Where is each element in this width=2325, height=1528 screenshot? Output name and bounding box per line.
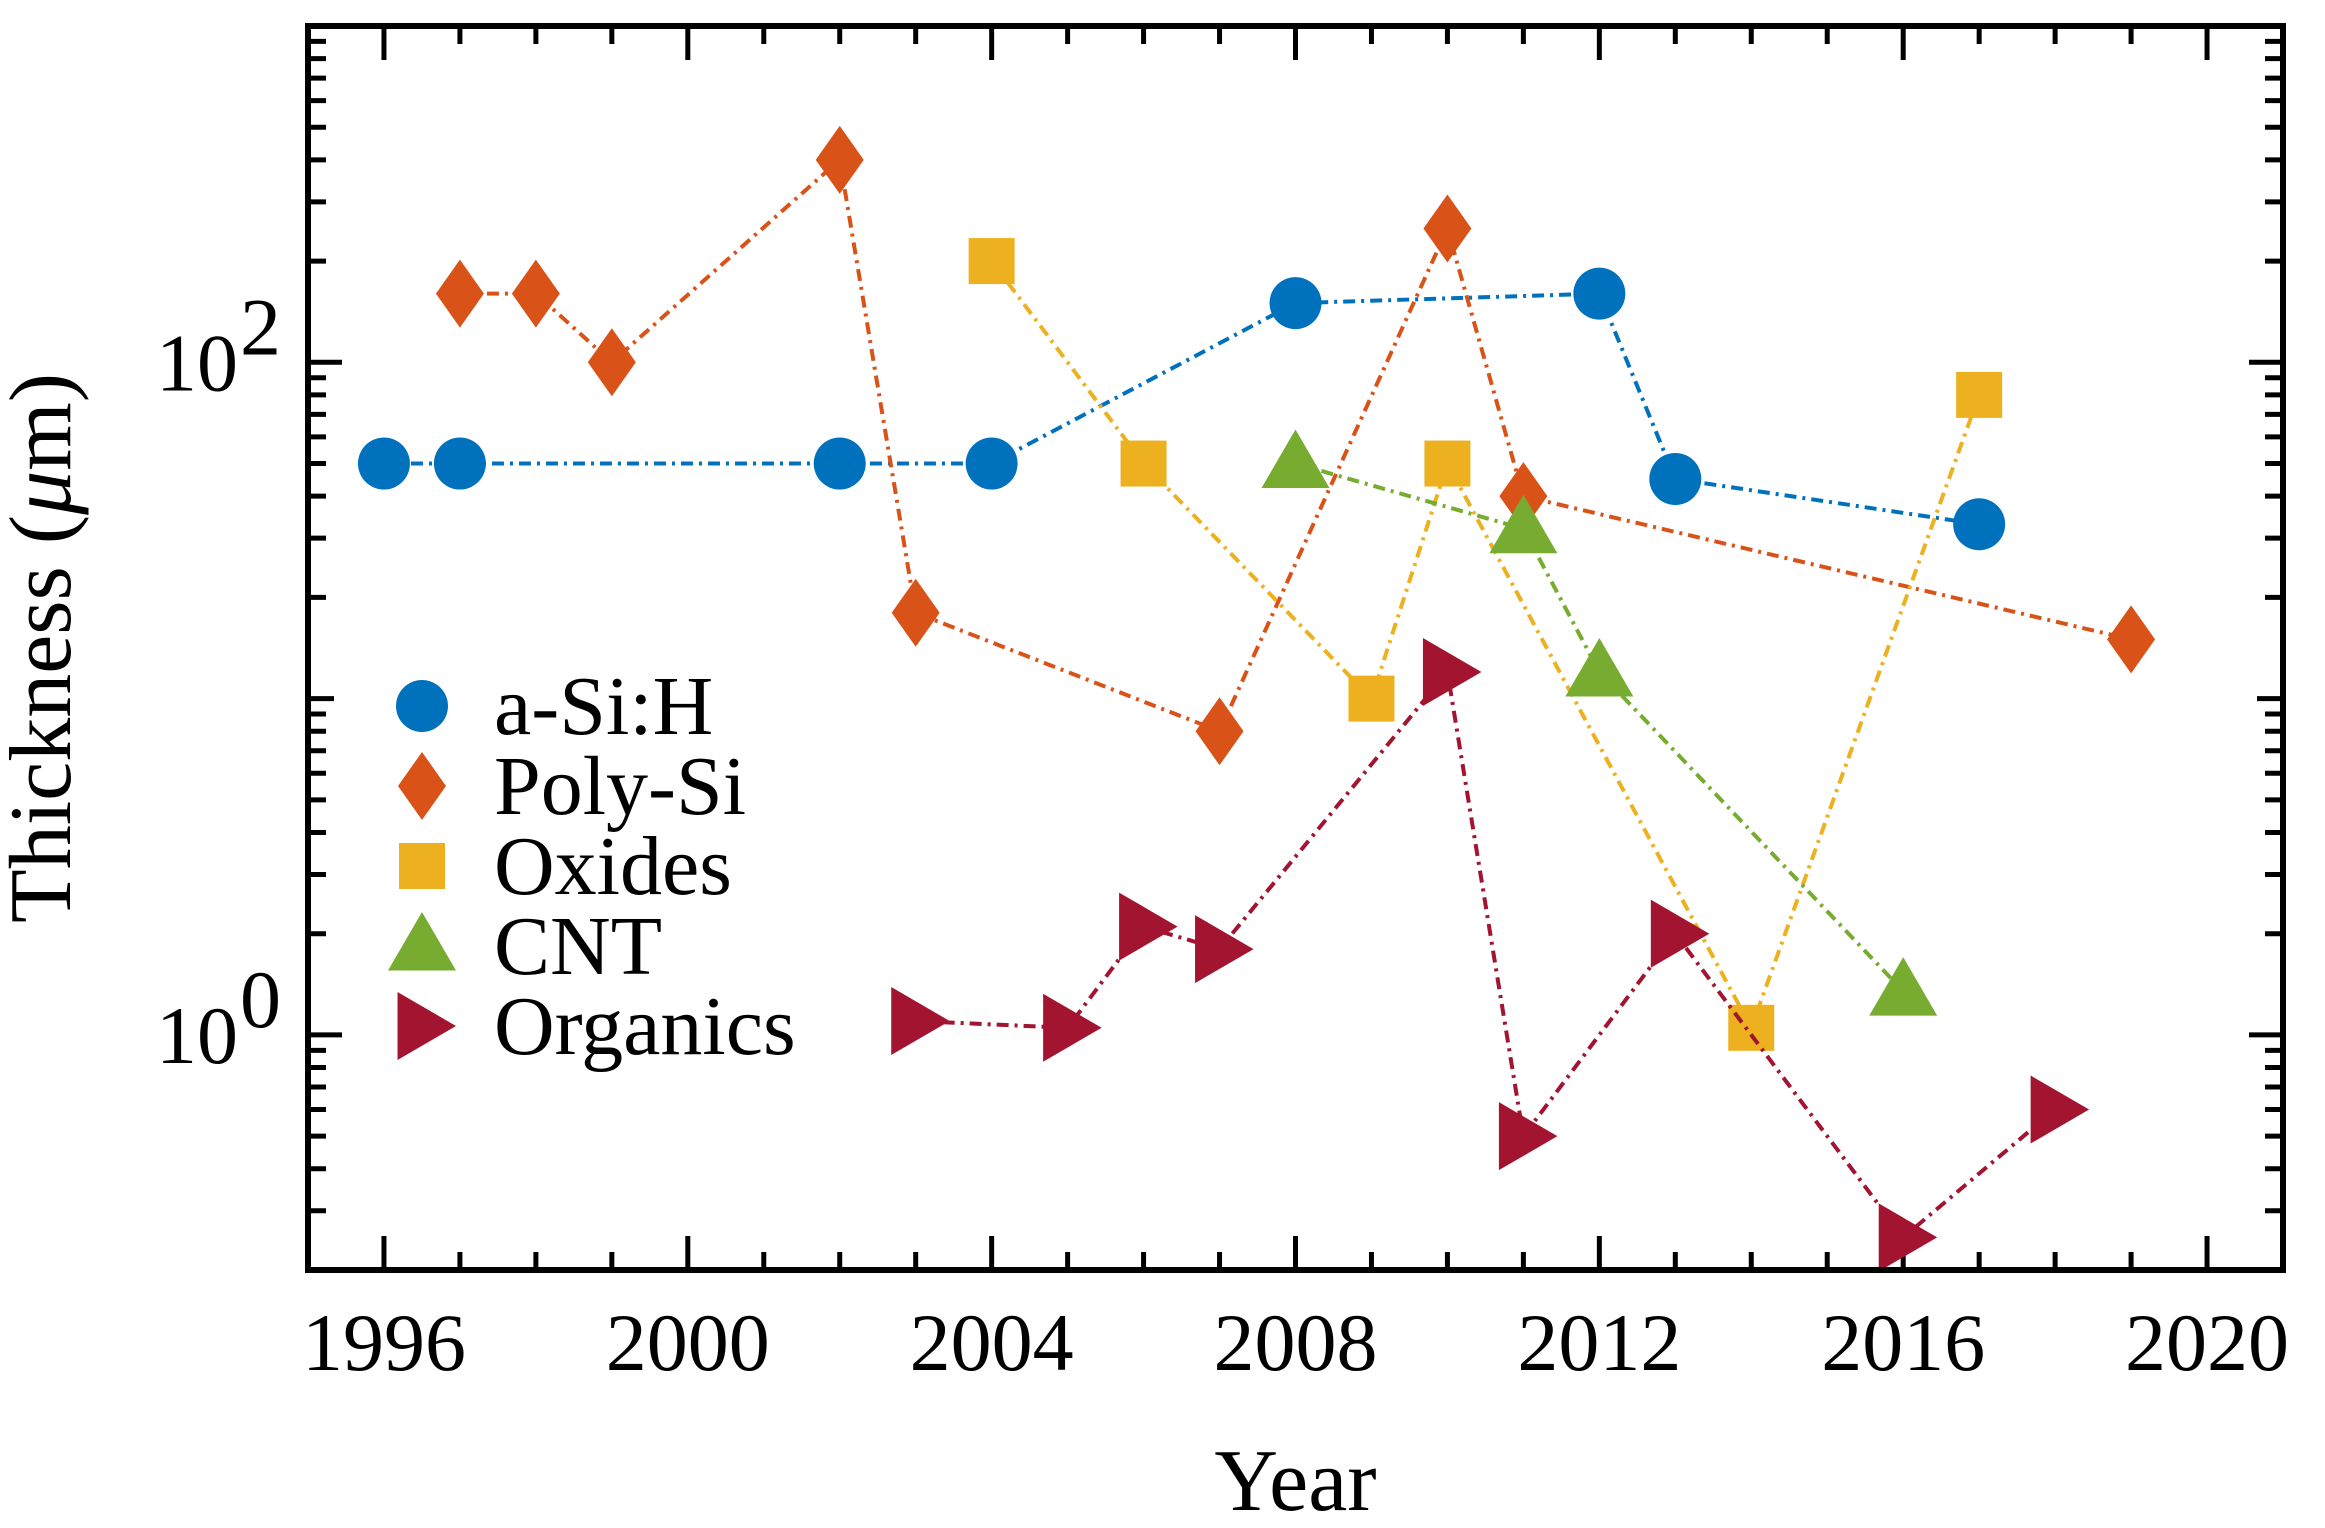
data-point-oxides <box>1728 1004 1775 1051</box>
x-tick-label: 2016 <box>1821 1297 1985 1388</box>
data-point-poly-si <box>1423 194 1472 263</box>
legend-marker-oxides <box>399 843 445 889</box>
series-layer <box>357 125 2156 1272</box>
legend-marker-cnt <box>388 912 456 971</box>
data-point-organics <box>1650 899 1710 968</box>
legend-item-poly-si: Poly-Si <box>398 740 746 833</box>
data-point-organics <box>1119 892 1178 961</box>
x-tick-label: 2004 <box>910 1297 1074 1388</box>
series-cnt <box>1261 429 1938 1016</box>
y-axis-title-prefix: Thickness ( <box>0 515 90 923</box>
data-point-cnt <box>1565 637 1634 697</box>
legend-item-oxides: Oxides <box>399 820 732 913</box>
data-point-poly-si <box>1195 697 1244 766</box>
x-tick-label: 2000 <box>606 1297 770 1388</box>
data-point-a-si-h <box>1953 498 2006 551</box>
y-axis-title-suffix: m) <box>0 373 90 471</box>
data-point-oxides <box>968 238 1015 285</box>
data-point-organics <box>1878 1203 1938 1272</box>
y-tick-label-base: 10 <box>156 990 238 1081</box>
data-point-poly-si <box>2107 605 2156 674</box>
y-tick-label-exponent: 0 <box>240 954 281 1045</box>
y-tick-label: 10 <box>156 317 238 408</box>
x-tick-label: 1996 <box>302 1297 466 1388</box>
data-point-organics <box>1422 637 1482 706</box>
series-line-oxides <box>990 259 1982 1033</box>
data-point-a-si-h <box>357 437 410 490</box>
data-point-oxides <box>1120 440 1167 487</box>
y-tick-label: 10 <box>156 990 238 1081</box>
legend-item-cnt: CNT <box>388 900 662 993</box>
x-tick-labels: 1996 2000 2004 2008 2012 2016 2020 <box>302 1297 2289 1388</box>
data-point-a-si-h <box>813 437 866 490</box>
series-line-organics <box>915 667 2057 1241</box>
data-point-oxides <box>1348 675 1395 722</box>
legend-item-organics: Organics <box>397 980 796 1073</box>
data-point-organics <box>1043 993 1102 1062</box>
data-point-poly-si <box>815 125 864 194</box>
legend-item-a-si-h: a-Si:H <box>396 660 713 753</box>
legend-label-a-si-h: a-Si:H <box>494 660 713 753</box>
series-line-a-si-h <box>383 291 1980 527</box>
data-point-a-si-h <box>1573 267 1626 320</box>
data-point-a-si-h <box>965 437 1018 490</box>
data-point-poly-si <box>435 259 484 328</box>
data-point-organics <box>1498 1102 1558 1171</box>
x-tick-label: 2008 <box>1214 1297 1378 1388</box>
legend-label-organics: Organics <box>494 980 796 1073</box>
legend-label-poly-si: Poly-Si <box>494 740 746 833</box>
data-point-poly-si <box>511 259 560 328</box>
data-point-organics <box>2030 1075 2090 1144</box>
x-tick-label: 2020 <box>2125 1297 2289 1388</box>
data-point-poly-si <box>891 578 940 647</box>
y-axis-title: Thickness (μm) <box>0 373 90 923</box>
data-point-organics <box>891 987 950 1056</box>
major-ticks <box>308 26 2283 1270</box>
minor-ticks <box>305 23 2286 1273</box>
legend-marker-organics <box>397 992 456 1060</box>
series-a-si-h <box>357 267 2006 551</box>
series-line-cnt <box>1294 461 1905 993</box>
series-organics <box>891 637 2090 1272</box>
series-line-poly-si <box>459 155 2132 734</box>
data-point-poly-si <box>587 328 636 397</box>
data-point-cnt <box>1869 957 1938 1016</box>
x-axis-title: Year <box>1214 1433 1376 1528</box>
legend-marker-a-si-h <box>396 680 448 732</box>
data-point-a-si-h <box>433 437 486 490</box>
data-point-organics <box>1195 915 1254 984</box>
legend-label-cnt: CNT <box>494 900 662 993</box>
legend-marker-poly-si <box>398 752 446 820</box>
data-point-oxides <box>1956 371 2003 418</box>
y-tick-label-base: 10 <box>156 317 238 408</box>
legend-label-oxides: Oxides <box>494 820 732 913</box>
data-point-a-si-h <box>1649 452 1702 505</box>
data-point-oxides <box>1424 440 1471 487</box>
x-tick-label: 2012 <box>1517 1297 1681 1388</box>
y-axis-title-mu: μ <box>0 471 90 516</box>
plot-frame <box>305 23 2286 1273</box>
data-point-a-si-h <box>1269 277 1322 330</box>
data-point-cnt <box>1489 494 1558 554</box>
data-point-cnt <box>1261 429 1330 489</box>
y-tick-label-exponent: 2 <box>240 281 281 372</box>
